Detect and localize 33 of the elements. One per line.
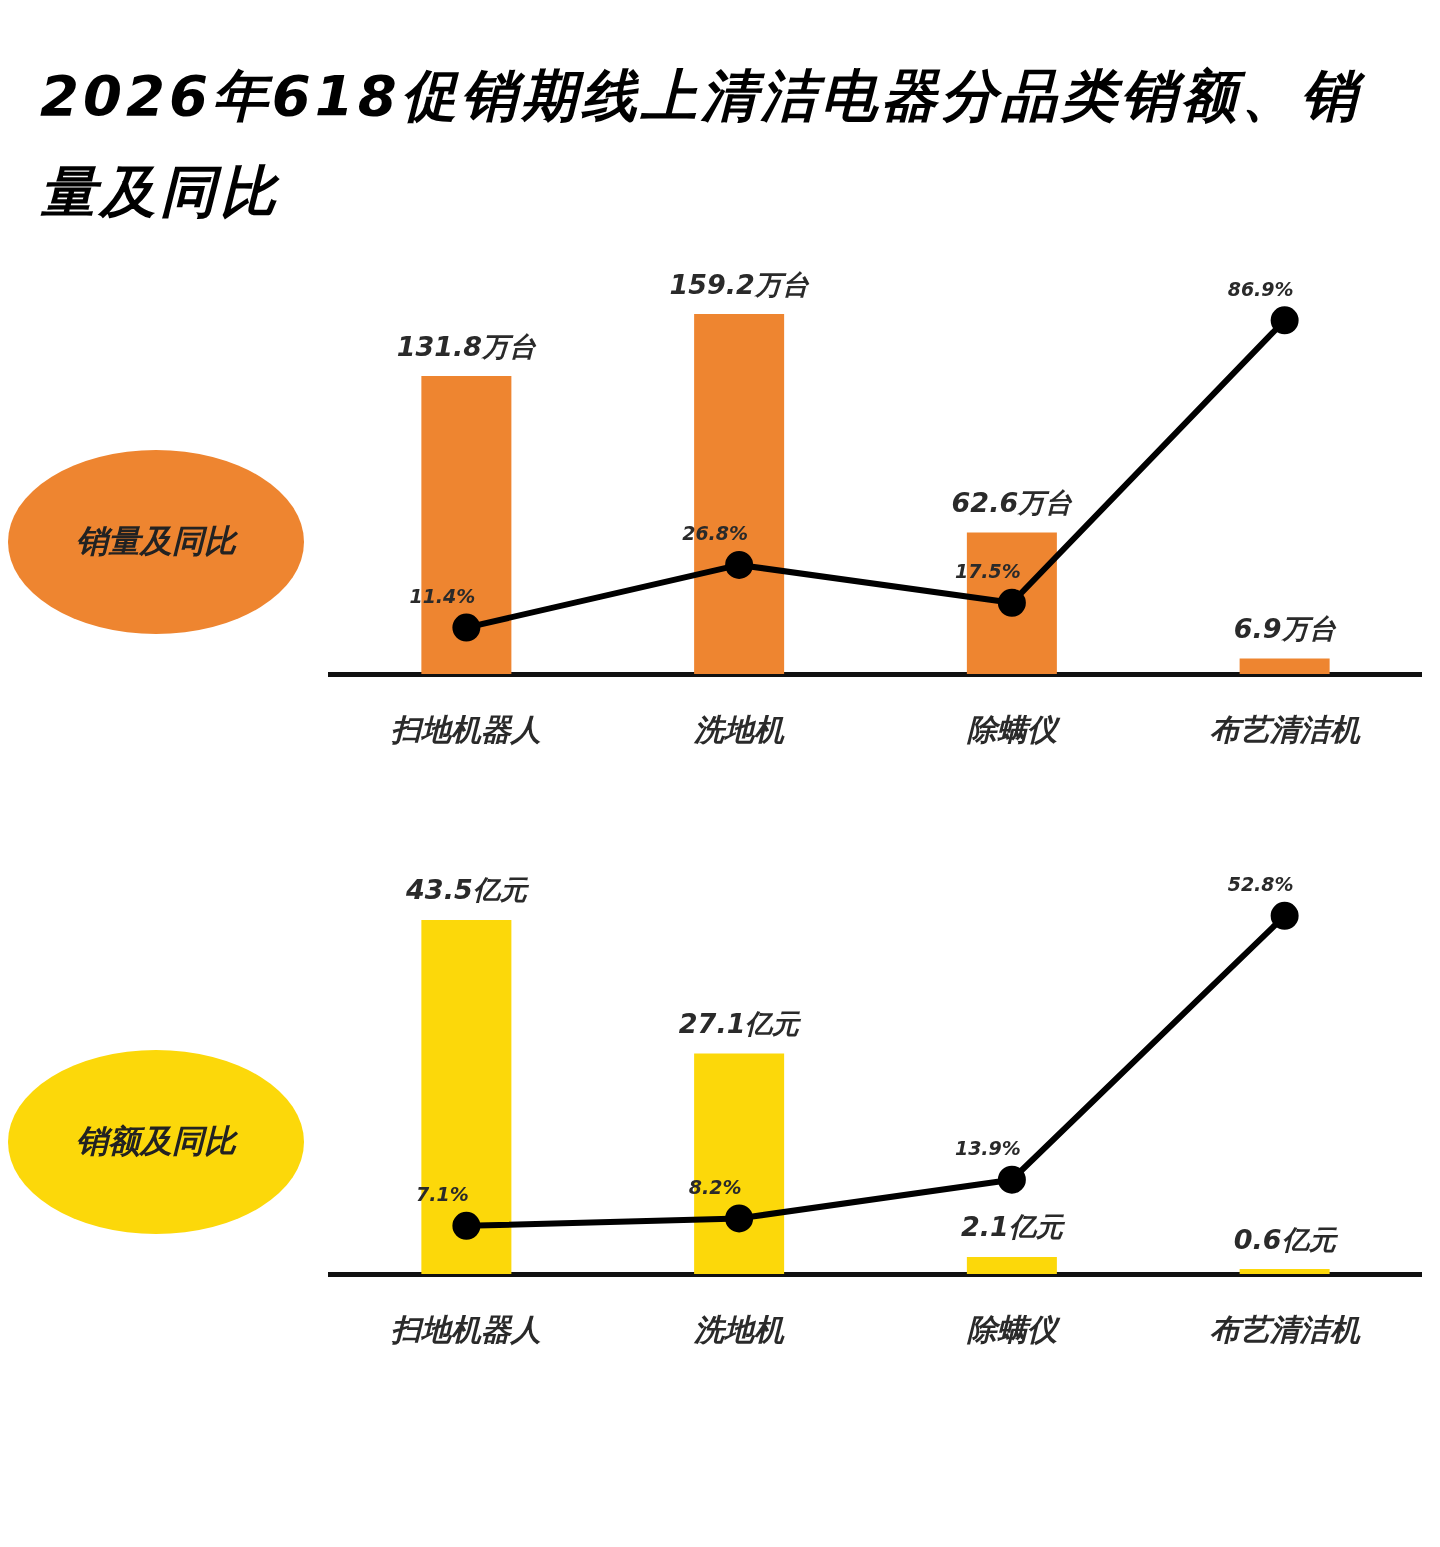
point [725, 550, 754, 579]
x-tick-label: 洗地机 [693, 1311, 786, 1347]
point [452, 613, 481, 642]
point [997, 1165, 1026, 1194]
point [1270, 901, 1299, 930]
data-label: 13.9% [954, 1137, 1021, 1160]
data-label: 62.6万台 [951, 486, 1074, 518]
y-axis-title: 销额及同比 [76, 1121, 236, 1162]
data-label: 131.8万台 [396, 330, 538, 362]
x-tick-label: 除螨仪 [965, 1311, 1061, 1347]
y-axis-title: 销量及同比 [76, 521, 236, 562]
bar [1239, 1269, 1330, 1274]
x-tick-label: 扫地机器人 [391, 711, 542, 747]
data-label: 0.6亿元 [1233, 1223, 1339, 1255]
data-label: 52.8% [1227, 873, 1294, 896]
data-label: 27.1亿元 [678, 1007, 803, 1039]
data-label: 159.2万台 [669, 268, 810, 300]
data-label: 6.9万台 [1233, 612, 1337, 644]
point [1270, 306, 1299, 335]
bar [966, 1256, 1057, 1274]
data-label: 2.1亿元 [960, 1211, 1066, 1243]
point [997, 588, 1026, 617]
point [452, 1211, 481, 1240]
bar [1239, 658, 1330, 674]
x-tick-label: 布艺清洁机 [1209, 1311, 1361, 1347]
x-tick-label: 除螨仪 [965, 711, 1061, 747]
chart-title: 2026年618促销期线上清洁电器分品类销额、销量及同比 [40, 62, 1366, 226]
point [725, 1204, 754, 1233]
data-label: 43.5亿元 [405, 874, 530, 906]
x-tick-label: 布艺清洁机 [1209, 711, 1361, 747]
x-tick-label: 洗地机 [693, 711, 786, 747]
x-tick-label: 扫地机器人 [391, 1311, 542, 1347]
data-label: 86.9% [1227, 277, 1294, 300]
